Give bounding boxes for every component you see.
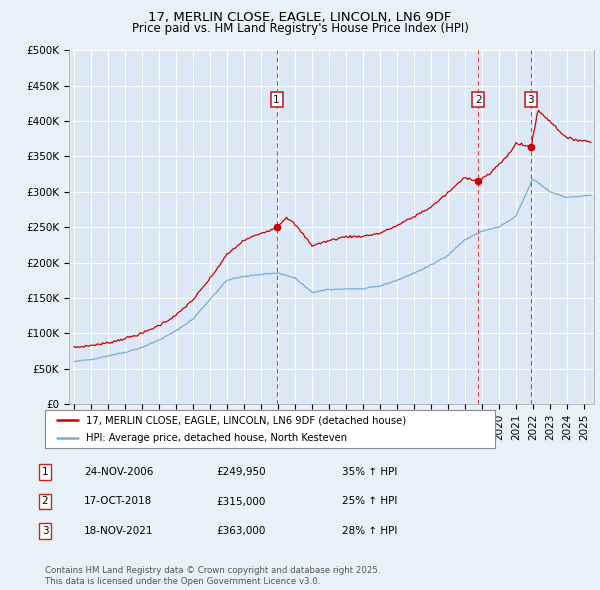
Text: 25% ↑ HPI: 25% ↑ HPI <box>342 497 397 506</box>
Text: 1: 1 <box>274 95 280 104</box>
Text: 35% ↑ HPI: 35% ↑ HPI <box>342 467 397 477</box>
Text: 3: 3 <box>41 526 49 536</box>
Text: 2: 2 <box>41 497 49 506</box>
Text: 17-OCT-2018: 17-OCT-2018 <box>84 497 152 506</box>
Text: £315,000: £315,000 <box>216 497 265 506</box>
Text: Contains HM Land Registry data © Crown copyright and database right 2025.
This d: Contains HM Land Registry data © Crown c… <box>45 566 380 586</box>
Text: 17, MERLIN CLOSE, EAGLE, LINCOLN, LN6 9DF (detached house): 17, MERLIN CLOSE, EAGLE, LINCOLN, LN6 9D… <box>86 415 406 425</box>
Text: 18-NOV-2021: 18-NOV-2021 <box>84 526 154 536</box>
Text: HPI: Average price, detached house, North Kesteven: HPI: Average price, detached house, Nort… <box>86 433 347 443</box>
Text: £363,000: £363,000 <box>216 526 265 536</box>
Text: 28% ↑ HPI: 28% ↑ HPI <box>342 526 397 536</box>
Text: 3: 3 <box>527 95 534 104</box>
Text: 2: 2 <box>475 95 482 104</box>
Text: 24-NOV-2006: 24-NOV-2006 <box>84 467 154 477</box>
Text: 1: 1 <box>41 467 49 477</box>
Text: Price paid vs. HM Land Registry's House Price Index (HPI): Price paid vs. HM Land Registry's House … <box>131 22 469 35</box>
Text: 17, MERLIN CLOSE, EAGLE, LINCOLN, LN6 9DF: 17, MERLIN CLOSE, EAGLE, LINCOLN, LN6 9D… <box>148 11 452 24</box>
Text: £249,950: £249,950 <box>216 467 266 477</box>
